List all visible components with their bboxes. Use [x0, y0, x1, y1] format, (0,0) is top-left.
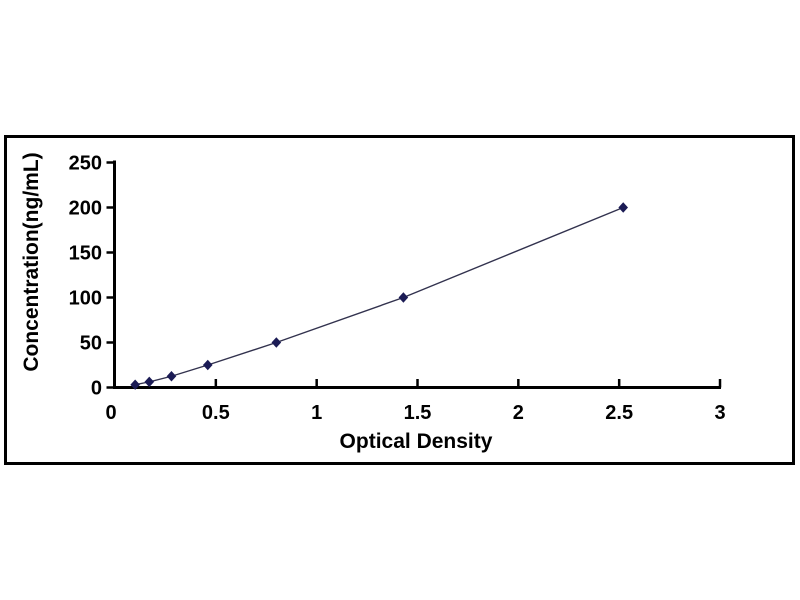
y-axis-tick-labels: 0 50 100 150 200 250	[69, 153, 102, 400]
chart-frame	[4, 135, 795, 465]
x-tick-label: 1	[311, 402, 322, 424]
data-point-marker	[202, 359, 213, 371]
y-axis-ticks	[106, 161, 115, 389]
x-axis-ticks	[214, 379, 722, 388]
x-tick-label: 0	[105, 402, 116, 424]
x-axis: 0 0.5 1 1.5 2 2.5 3	[105, 379, 726, 424]
x-tick-label: 2	[513, 402, 524, 424]
y-axis: 0 50 100 150 200 250	[69, 153, 116, 400]
series-line	[135, 206, 624, 386]
data-point-marker	[130, 379, 140, 390]
series-markers	[130, 202, 629, 390]
y-tick-label: 50	[80, 333, 102, 355]
y-tick-label: 250	[69, 153, 102, 175]
y-axis-title: Concentration(ng/mL)	[20, 152, 43, 371]
y-tick-label: 100	[69, 288, 102, 310]
data-point-marker	[144, 376, 155, 388]
x-axis-title: Optical Density	[340, 430, 493, 453]
x-tick-label: 1.5	[404, 402, 432, 424]
x-tick-label: 0.5	[202, 402, 230, 424]
data-point-marker	[271, 337, 282, 348]
y-tick-label: 150	[69, 243, 102, 265]
y-tick-label: 0	[91, 378, 102, 400]
data-point-marker	[618, 202, 629, 213]
x-axis-tick-labels: 0 0.5 1 1.5 2 2.5 3	[105, 402, 725, 424]
data-point-marker	[166, 371, 177, 382]
x-tick-label: 3	[714, 402, 725, 424]
x-tick-label: 2.5	[605, 402, 633, 424]
data-point-marker	[398, 292, 409, 303]
y-tick-label: 200	[69, 198, 102, 220]
